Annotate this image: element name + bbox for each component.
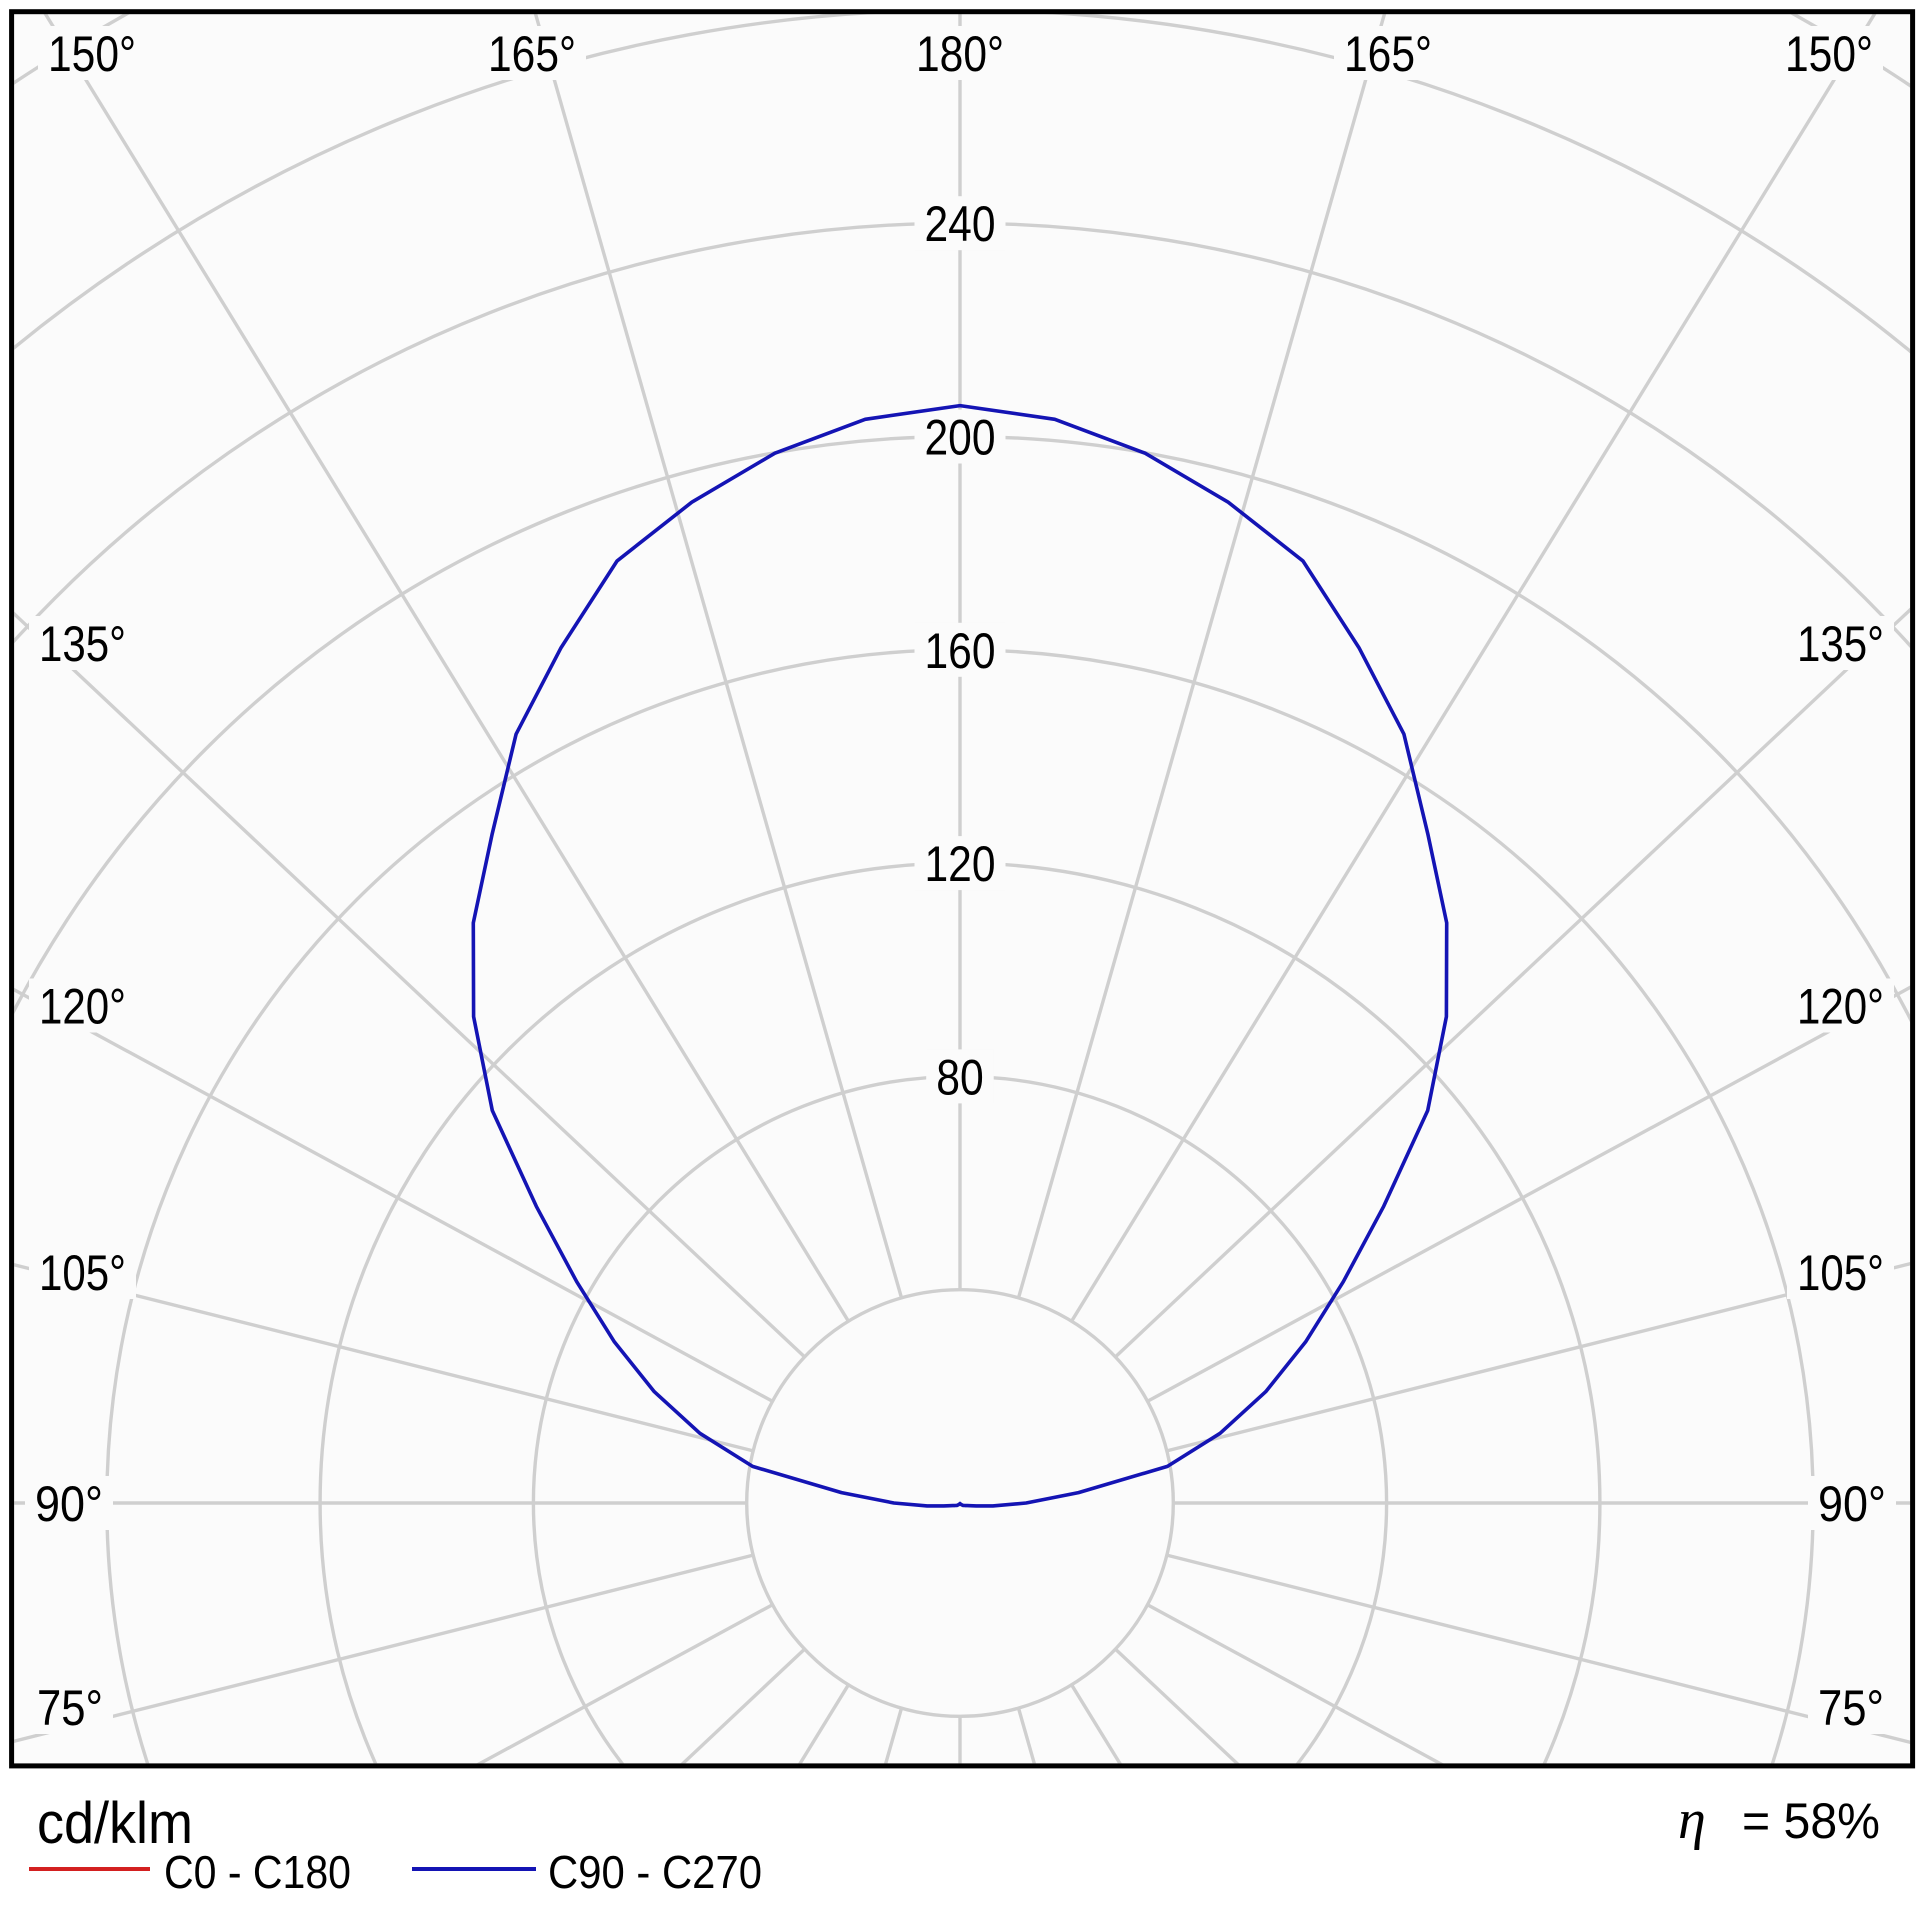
svg-text:= 58%: = 58% xyxy=(1742,1793,1880,1849)
svg-text:165°: 165° xyxy=(1344,26,1432,82)
svg-text:75°: 75° xyxy=(37,1680,103,1736)
svg-text:135°: 135° xyxy=(39,616,126,672)
svg-text:90°: 90° xyxy=(1818,1476,1886,1532)
svg-text:240: 240 xyxy=(925,196,996,252)
svg-text:120°: 120° xyxy=(39,979,126,1035)
svg-text:C90 - C270: C90 - C270 xyxy=(548,1846,762,1898)
svg-text:75°: 75° xyxy=(1818,1680,1884,1736)
svg-text:η: η xyxy=(1678,1789,1706,1851)
svg-text:120°: 120° xyxy=(1797,979,1884,1035)
svg-text:C0 - C180: C0 - C180 xyxy=(164,1846,351,1898)
svg-text:105°: 105° xyxy=(39,1245,126,1301)
svg-text:105°: 105° xyxy=(1797,1245,1884,1301)
svg-text:165°: 165° xyxy=(488,26,576,82)
svg-text:120: 120 xyxy=(925,836,996,892)
svg-text:135°: 135° xyxy=(1797,616,1884,672)
svg-text:200: 200 xyxy=(925,410,996,466)
svg-text:180°: 180° xyxy=(916,26,1004,82)
svg-text:160: 160 xyxy=(925,623,996,679)
svg-text:80: 80 xyxy=(936,1049,984,1105)
svg-text:150°: 150° xyxy=(48,26,136,82)
svg-text:cd/klm: cd/klm xyxy=(37,1791,193,1856)
svg-text:90°: 90° xyxy=(35,1476,103,1532)
svg-text:150°: 150° xyxy=(1785,26,1873,82)
